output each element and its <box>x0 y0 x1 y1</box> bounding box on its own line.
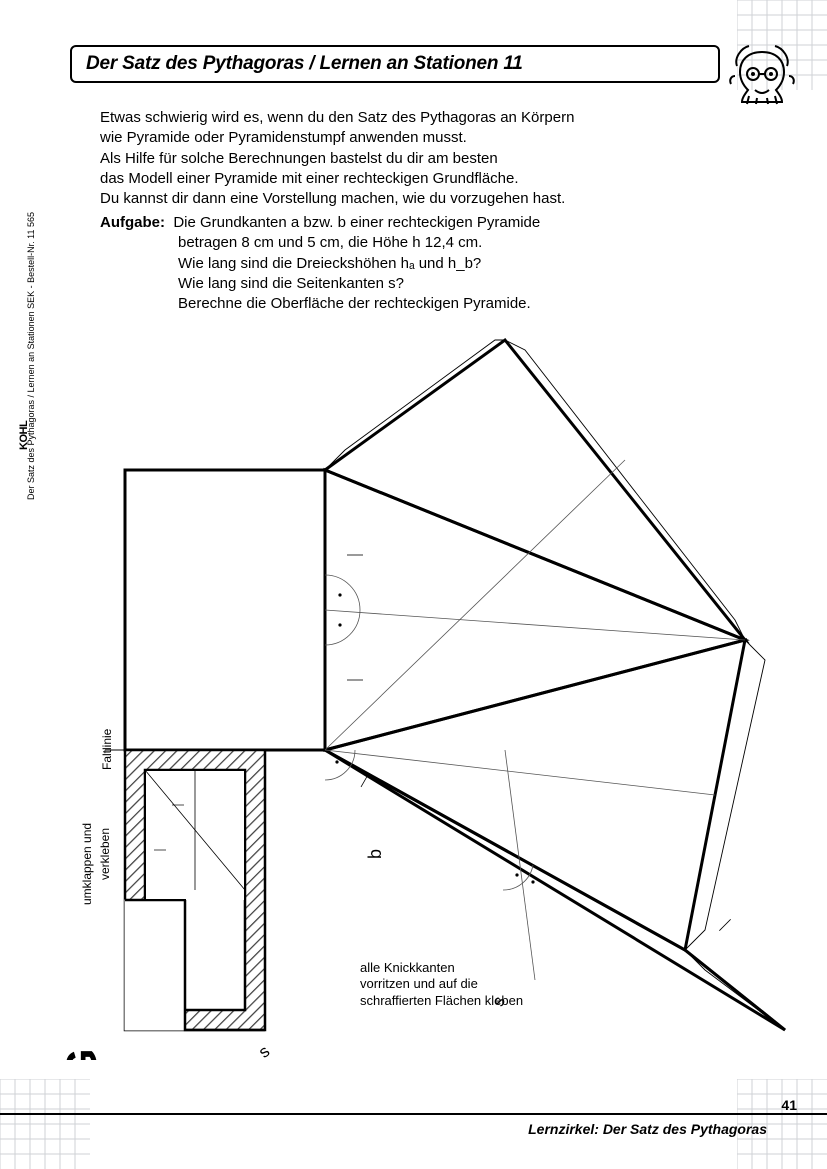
svg-text:G: G <box>65 1048 107 1060</box>
intro-l3: Als Hilfe für solche Berechnungen bastel… <box>100 150 498 167</box>
knick-l2: vorritzen und auf die <box>360 976 478 991</box>
knick-note: alle Knickkanten vorritzen und auf die s… <box>360 960 523 1009</box>
grid-decoration-bl <box>0 1079 90 1169</box>
task-text: Aufgabe: Die Grundkanten a bzw. b einer … <box>100 213 740 314</box>
faltlinie-label: Faltlinie <box>100 729 114 770</box>
intro-text: Etwas schwierig wird es, wenn du den Sat… <box>100 108 740 209</box>
task-l5: Berechne die Oberfläche der rechteckigen… <box>178 294 740 314</box>
pyramid-net-diagram: G a b <box>65 330 795 1060</box>
footer-text: Lernzirkel: Der Satz des Pythagoras <box>528 1121 767 1137</box>
worksheet-page: Der Satz des Pythagoras / Lernen an Stat… <box>0 0 827 1169</box>
task-l1: Die Grundkanten a bzw. b einer rechtecki… <box>173 214 540 231</box>
task-l2: betragen 8 cm und 5 cm, die Höhe h 12,4 … <box>178 233 740 253</box>
intro-l2: wie Pyramide oder Pyramidenstumpf anwend… <box>100 129 467 146</box>
verkleben-label: verkleben <box>98 828 112 880</box>
umklappen-label: umklappen und <box>80 823 94 905</box>
intro-l5: Du kannst dir dann eine Vorstellung mach… <box>100 190 565 207</box>
task-label: Aufgabe: <box>100 214 165 231</box>
intro-l1: Etwas schwierig wird es, wenn du den Sat… <box>100 109 574 126</box>
task-l3: Wie lang sind die Dreieckshöhen hₐ und h… <box>178 254 740 274</box>
knick-l3: schraffierten Flächen kleben <box>360 993 523 1008</box>
svg-text:s: s <box>255 1042 273 1060</box>
side-credit: Der Satz des Pythagoras / Lernen an Stat… <box>26 212 36 500</box>
svg-text:b: b <box>365 849 385 859</box>
knick-l1: alle Knickkanten <box>360 960 455 975</box>
page-title: Der Satz des Pythagoras / Lernen an Stat… <box>86 53 704 75</box>
title-box: Der Satz des Pythagoras / Lernen an Stat… <box>70 45 720 83</box>
page-number: 41 <box>781 1097 797 1113</box>
task-l4: Wie lang sind die Seitenkanten s? <box>178 274 740 294</box>
intro-l4: das Modell einer Pyramide mit einer rech… <box>100 170 519 187</box>
footer-rule <box>0 1113 827 1115</box>
